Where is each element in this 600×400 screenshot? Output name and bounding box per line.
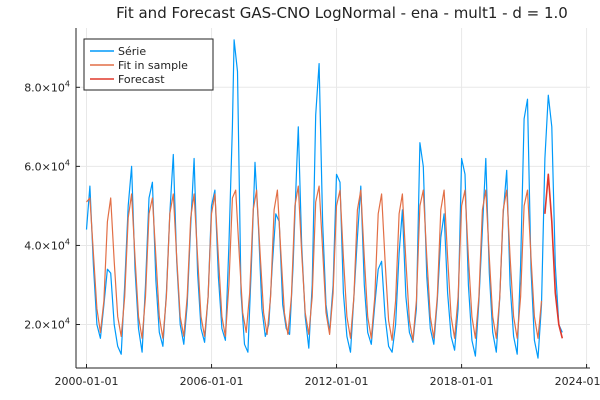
x-axis-ticks: 2000-01-01 2006-01-01 2012-01-01 2018-01-01… — [55, 364, 600, 388]
chart-title: Fit and Forecast GAS-CNO LogNormal - ena… — [116, 4, 568, 22]
x-tick-label: 2024-01-01 — [555, 375, 600, 388]
y-tick-label: 8.0×104 — [24, 79, 70, 94]
y-tick-base: 6.0×10 — [24, 160, 65, 173]
y-tick-base: 8.0×10 — [24, 81, 65, 94]
x-tick-label: 2006-01-01 — [180, 375, 244, 388]
y-tick-exponent: 4 — [65, 158, 70, 167]
axes — [75, 28, 590, 369]
y-tick-label: 6.0×104 — [24, 158, 70, 173]
y-tick-exponent: 4 — [65, 237, 70, 246]
y-tick-label: 4.0×104 — [24, 237, 70, 252]
x-tick-label: 2018-01-01 — [430, 375, 494, 388]
x-tick-label: 2012-01-01 — [305, 375, 369, 388]
series-line-fit-in-sample — [86, 185, 543, 341]
series-line-forecast — [544, 173, 564, 339]
y-tick-base: 4.0×10 — [24, 239, 65, 252]
legend-label-serie: Série — [118, 45, 146, 58]
x-tick-label: 2000-01-01 — [55, 375, 119, 388]
series-layer — [85, 39, 564, 359]
y-tick-exponent: 4 — [65, 317, 70, 326]
legend: Série Fit in sample Forecast — [83, 38, 214, 91]
y-tick-label: 2.0×104 — [24, 317, 70, 332]
legend-label-fit-in-sample: Fit in sample — [118, 59, 188, 72]
y-tick-base: 2.0×10 — [24, 319, 65, 332]
y-tick-exponent: 4 — [65, 79, 70, 88]
legend-label-forecast: Forecast — [118, 73, 165, 86]
